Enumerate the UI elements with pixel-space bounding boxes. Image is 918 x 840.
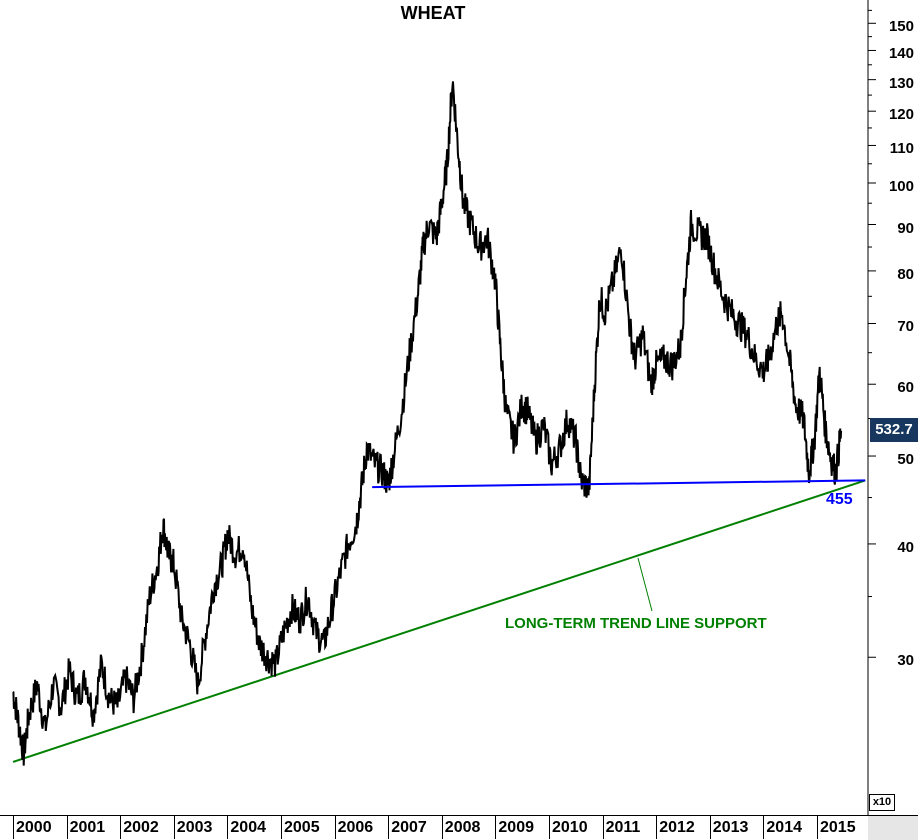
long-term-trendline bbox=[12, 479, 866, 763]
x-tick-label: 2010 bbox=[549, 816, 603, 839]
y-tick-label: 30 bbox=[897, 652, 914, 670]
x-tick-label: 2006 bbox=[334, 816, 389, 839]
annotation-pointer-line bbox=[637, 557, 653, 612]
x-tick-label: 2005 bbox=[281, 816, 335, 839]
x-tick-label: 2007 bbox=[388, 816, 442, 839]
x-tick-label: 2001 bbox=[66, 816, 121, 839]
x-tick-label: 2012 bbox=[656, 816, 710, 839]
x-tick-label: 2003 bbox=[173, 816, 228, 839]
x-tick-label: 2008 bbox=[441, 816, 496, 839]
y-tick-label: 70 bbox=[897, 318, 914, 336]
x-axis-bar bbox=[0, 815, 868, 840]
axis-corner bbox=[868, 815, 918, 840]
y-tick-label: 150 bbox=[888, 18, 914, 36]
chart-title: WHEAT bbox=[400, 3, 466, 23]
x-tick-label: 2002 bbox=[120, 816, 174, 839]
last-price-badge: 532.7 bbox=[870, 418, 918, 442]
support-line-455 bbox=[372, 479, 866, 489]
y-tick-label: 110 bbox=[889, 140, 914, 158]
support-level-annotation: 455 bbox=[826, 491, 853, 508]
y-tick-label: 80 bbox=[897, 265, 914, 283]
y-tick-label: 130 bbox=[888, 74, 914, 92]
x-tick-label: 2000 bbox=[13, 816, 67, 839]
trendline-annotation: LONG-TERM TREND LINE SUPPORT bbox=[505, 615, 767, 632]
y-tick-label: 50 bbox=[897, 451, 914, 469]
x-tick-label: 2015 bbox=[817, 816, 871, 839]
y-tick-label: 90 bbox=[897, 219, 914, 237]
y-tick-label: 40 bbox=[897, 538, 914, 556]
x-tick-label: 2009 bbox=[495, 816, 549, 839]
x-tick-label: 2013 bbox=[709, 816, 764, 839]
y-tick-label: 100 bbox=[888, 178, 914, 195]
y-tick-label: 60 bbox=[897, 379, 914, 397]
y-multiplier-badge: x10 bbox=[869, 794, 895, 811]
x-tick-label: 2011 bbox=[602, 816, 657, 839]
y-tick-label: 140 bbox=[888, 45, 914, 63]
price-series-line bbox=[12, 81, 843, 766]
x-tick-label: 2004 bbox=[227, 816, 281, 839]
y-axis-ticks bbox=[868, 9, 876, 658]
x-tick-label: 2014 bbox=[763, 816, 817, 839]
y-tick-label: 120 bbox=[888, 106, 914, 124]
